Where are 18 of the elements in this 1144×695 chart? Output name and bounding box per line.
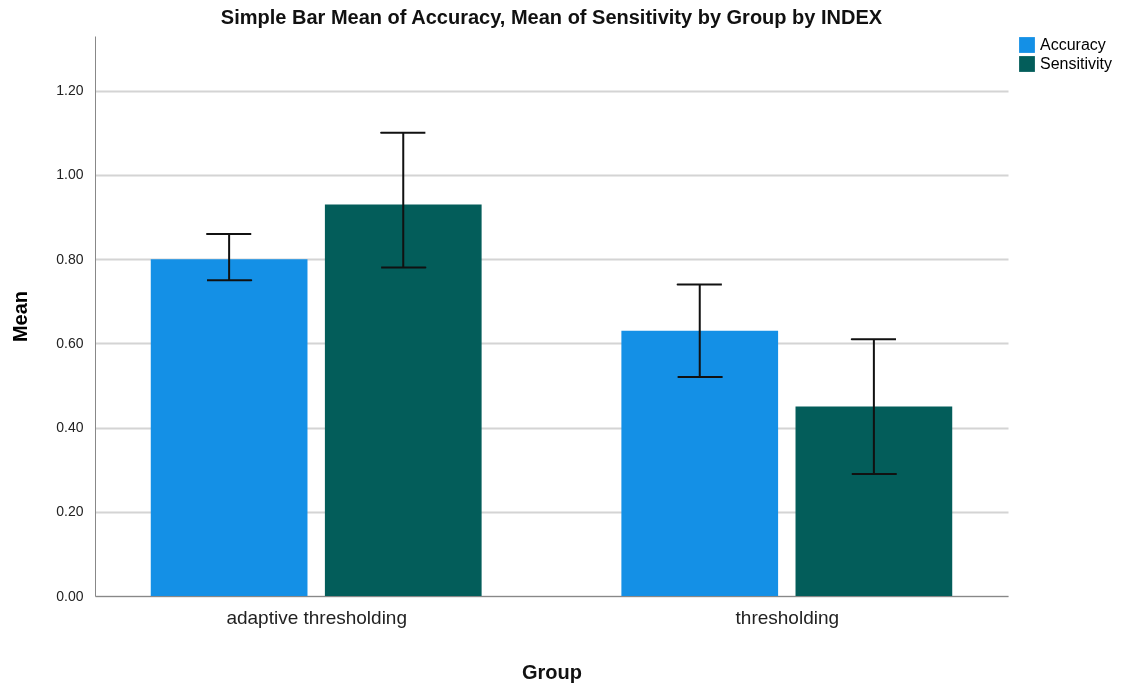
chart-title: Simple Bar Mean of Accuracy, Mean of Sensitivity by Group by INDEX xyxy=(220,6,883,28)
x-axis-title: Group xyxy=(522,660,582,683)
legend-label: Accuracy xyxy=(1040,36,1106,53)
bar xyxy=(621,330,779,596)
y-tick-label: 0.60 xyxy=(56,334,84,351)
bar xyxy=(150,259,308,596)
bar xyxy=(795,406,953,596)
y-tick-label: 0.20 xyxy=(56,503,84,520)
y-tick-label: 0.80 xyxy=(56,250,84,267)
y-axis-title: Mean xyxy=(9,290,32,343)
y-tick-label: 1.00 xyxy=(56,166,84,183)
bar xyxy=(324,204,482,596)
y-tick-label: 0.00 xyxy=(56,587,84,604)
y-tick-label: 1.20 xyxy=(56,82,84,99)
y-tick-label: 0.40 xyxy=(56,419,84,436)
x-tick-label: adaptive thresholding xyxy=(226,606,408,628)
x-tick-label: thresholding xyxy=(735,606,840,628)
legend-label: Sensitivity xyxy=(1040,55,1113,72)
